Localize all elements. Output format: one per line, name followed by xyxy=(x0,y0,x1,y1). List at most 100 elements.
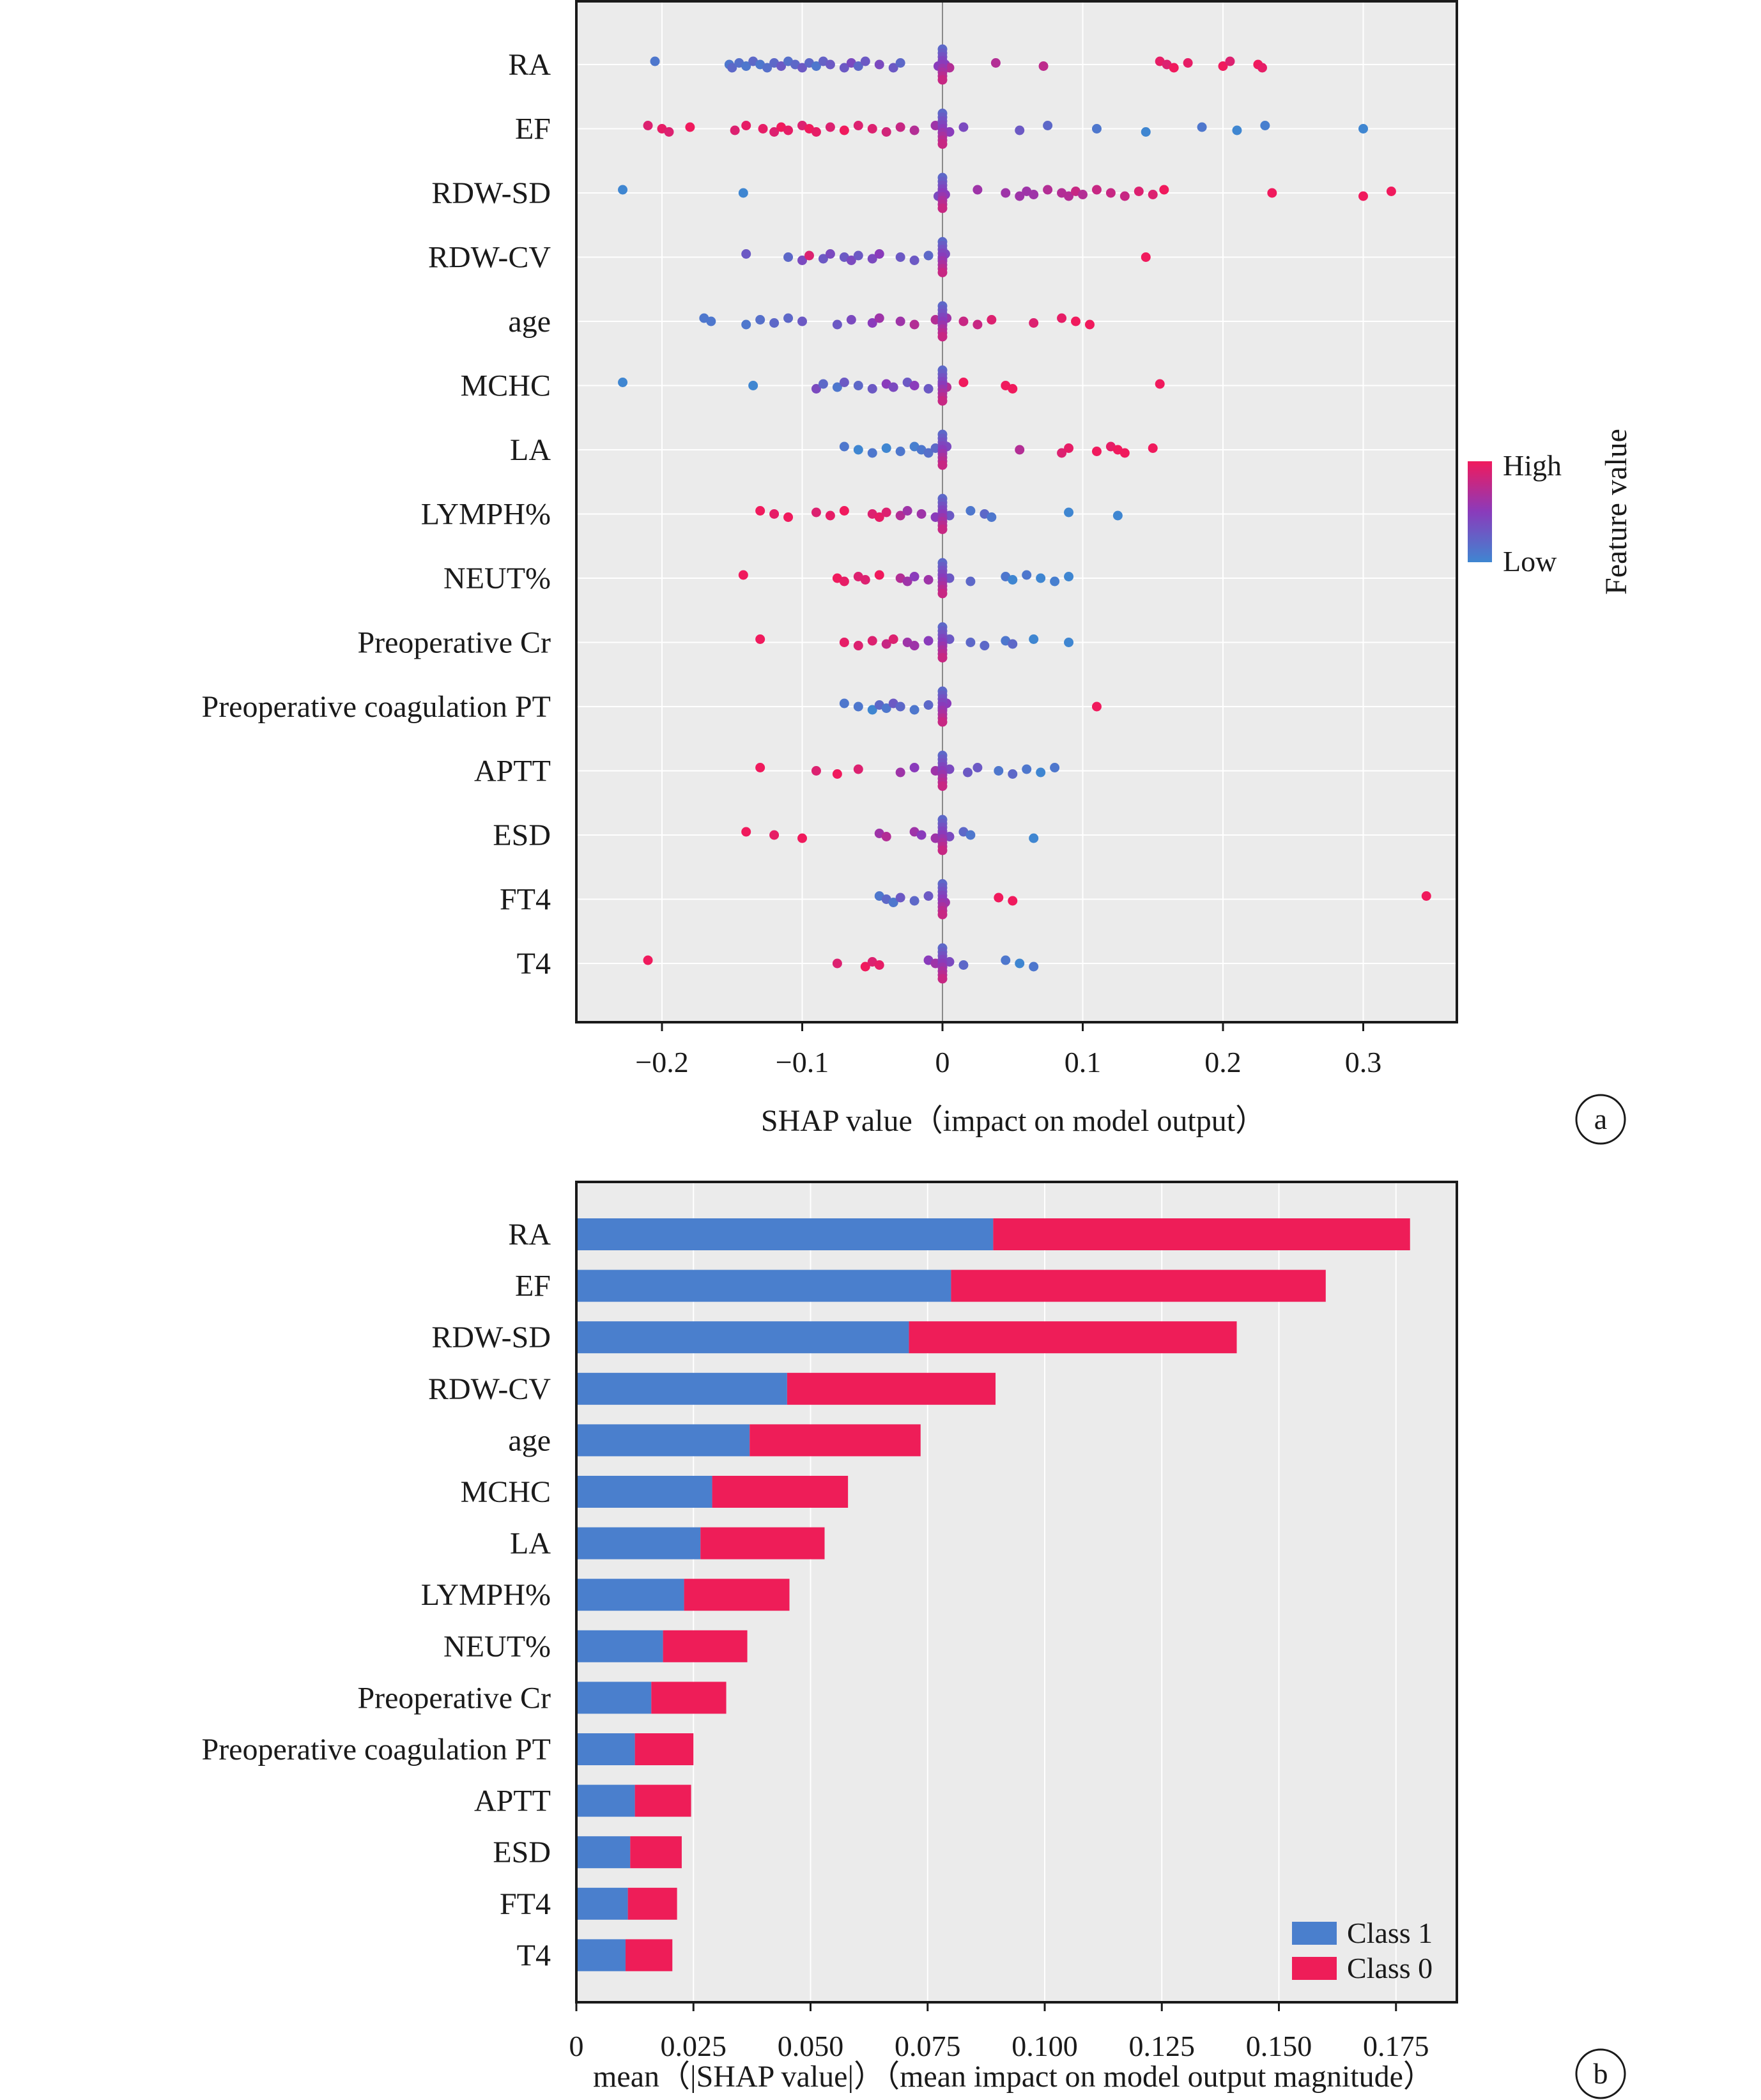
shap-point xyxy=(825,249,835,259)
panel-b-feature-label: APTT xyxy=(474,1784,551,1818)
shap-point xyxy=(958,960,969,970)
panel-a-feature-label: age xyxy=(508,305,551,339)
shap-point xyxy=(758,124,768,134)
shap-point xyxy=(811,127,821,137)
panel-b-x-tick-label: 0 xyxy=(569,2030,584,2062)
colorbar xyxy=(1468,461,1492,562)
shap-point xyxy=(923,891,934,901)
shap-point xyxy=(895,316,905,326)
shap-point xyxy=(1015,445,1025,455)
panel-b-feature-label: EF xyxy=(515,1269,551,1303)
shap-point xyxy=(965,506,976,516)
bar-class-0 xyxy=(634,1733,694,1765)
shap-point xyxy=(853,764,863,774)
panel-a-tag-circle xyxy=(1575,1094,1626,1145)
bar-class-1 xyxy=(576,1269,951,1302)
shap-point xyxy=(853,641,863,650)
bar-class-0 xyxy=(951,1269,1326,1302)
shap-point xyxy=(895,893,905,903)
shap-point xyxy=(937,460,948,470)
panel-a-feature-label: EF xyxy=(515,112,551,146)
panel-b-feature-label: FT4 xyxy=(500,1887,551,1921)
bar-class-0 xyxy=(700,1527,825,1560)
shap-point xyxy=(1015,191,1025,201)
shap-point xyxy=(881,127,891,137)
shap-point xyxy=(1159,185,1169,195)
shap-point xyxy=(853,250,863,261)
shap-point xyxy=(1057,313,1067,323)
shap-point xyxy=(867,705,877,715)
shap-point xyxy=(818,379,828,389)
shap-point xyxy=(811,384,821,394)
shap-point xyxy=(937,588,948,599)
shap-point xyxy=(888,634,898,644)
panel-b-tag: b xyxy=(1594,2057,1608,2090)
panel-b: RA EF RDW-SD RDW-CV age MCHC LA LYMPH% NEUT% Preo… xyxy=(202,1181,1626,2099)
bar-class-0 xyxy=(663,1630,748,1662)
shap-point xyxy=(867,448,877,458)
shap-point xyxy=(937,203,948,213)
colorbar-title: Feature value xyxy=(1599,429,1633,595)
shap-point xyxy=(825,510,835,521)
panel-b-x-axis-label: mean（|SHAP value|）（mean impact on model … xyxy=(593,2060,1434,2094)
shap-point xyxy=(1112,510,1123,521)
legend-swatch-class-0 xyxy=(1292,1957,1337,1980)
shap-point xyxy=(909,319,919,330)
shap-point xyxy=(902,506,912,516)
shap-point xyxy=(1267,188,1277,198)
shap-point xyxy=(874,59,884,70)
shap-point xyxy=(1169,63,1179,73)
shap-point xyxy=(888,898,898,907)
shap-point xyxy=(618,185,628,195)
shap-point xyxy=(1050,576,1060,586)
shap-point xyxy=(1064,507,1074,517)
shap-point xyxy=(874,313,884,323)
shap-point xyxy=(755,506,765,516)
shap-point xyxy=(755,763,765,772)
shap-point xyxy=(1050,763,1060,772)
shap-point xyxy=(916,509,927,519)
shap-point xyxy=(867,254,877,264)
shap-point xyxy=(909,381,919,390)
panel-a-feature-label: LA xyxy=(510,433,551,467)
panel-a-feature-label: RDW-SD xyxy=(431,176,551,210)
shap-point xyxy=(987,512,997,522)
shap-point xyxy=(1029,190,1039,199)
shap-point xyxy=(937,75,948,85)
panel-b-bars xyxy=(576,1218,1410,1972)
shap-point xyxy=(1358,191,1368,201)
bar-class-0 xyxy=(993,1218,1410,1250)
shap-point xyxy=(1008,384,1018,394)
panel-b-frame xyxy=(575,1181,1458,2004)
shap-point xyxy=(1057,448,1067,458)
shap-point xyxy=(769,830,780,840)
shap-point xyxy=(937,717,948,727)
panel-a-feature-label: RDW-CV xyxy=(428,241,551,275)
shap-point xyxy=(895,447,905,456)
shap-point xyxy=(797,833,807,843)
panel-b-x-tick-label: 0.075 xyxy=(895,2030,961,2062)
shap-point xyxy=(990,58,1001,68)
shap-point xyxy=(874,960,884,970)
shap-point xyxy=(888,382,898,392)
panel-a-feature-label: LYMPH% xyxy=(421,498,551,532)
shap-point xyxy=(1008,896,1018,906)
shap-point xyxy=(895,767,905,778)
shap-point xyxy=(618,378,628,387)
bar-class-1 xyxy=(576,1887,628,1920)
panel-b-feature-label: LA xyxy=(510,1527,551,1561)
shap-point xyxy=(1225,56,1235,66)
panel-b-feature-label: RA xyxy=(508,1218,551,1252)
shap-point xyxy=(895,58,905,68)
shap-point xyxy=(811,766,821,776)
shap-point xyxy=(881,443,891,453)
panel-b-x-tick-label: 0.150 xyxy=(1246,2030,1312,2062)
shap-point xyxy=(937,332,948,342)
shap-point xyxy=(909,705,919,715)
bar-class-1 xyxy=(576,1321,909,1354)
shap-point xyxy=(818,254,828,264)
shap-point xyxy=(902,576,912,586)
shap-point xyxy=(846,315,856,325)
shap-point xyxy=(825,122,835,132)
shap-point xyxy=(1064,191,1074,201)
